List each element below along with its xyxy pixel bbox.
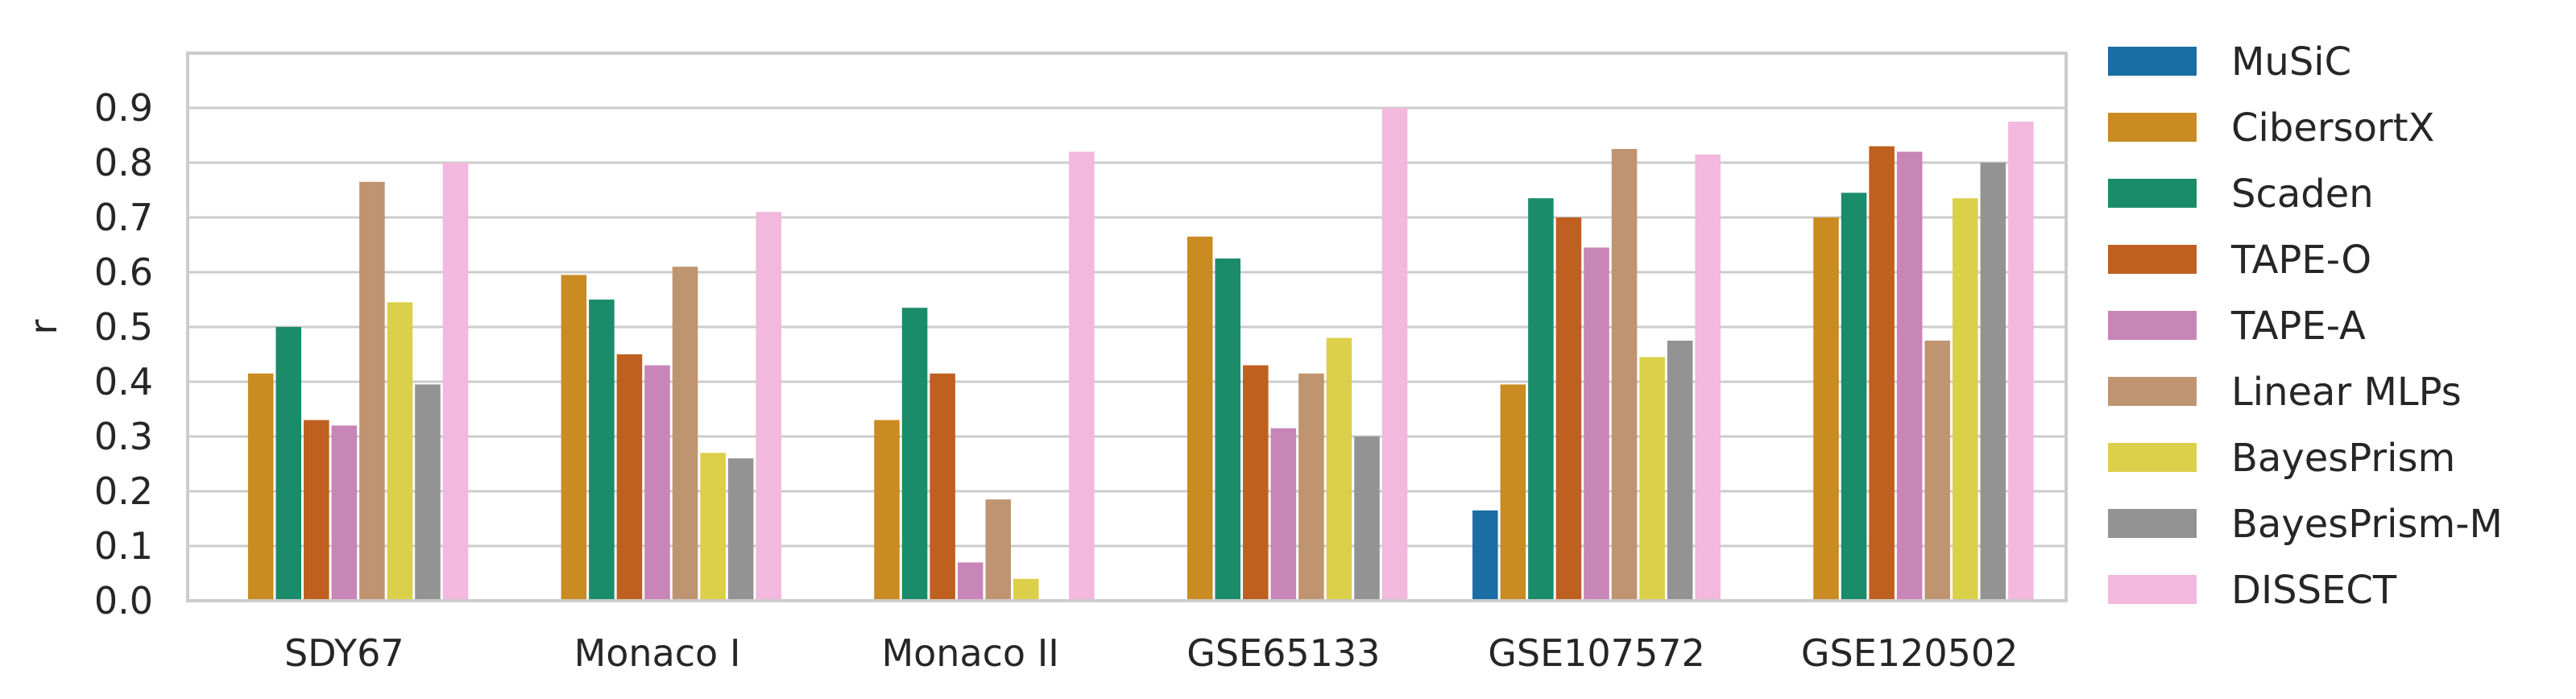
x-axis-ticks: SDY67 Monaco I Monaco II GSE65133 GSE107572 G… bbox=[284, 631, 2018, 675]
bar-cibersortx-gse107572 bbox=[1500, 384, 1526, 601]
bar-dissect-gse120502 bbox=[2008, 122, 2034, 601]
y-tick-label: 0.0 bbox=[94, 579, 153, 622]
y-tick-label: 0.2 bbox=[94, 469, 153, 513]
y-tick-label: 0.1 bbox=[94, 524, 153, 568]
legend-label: DISSECT bbox=[2231, 568, 2397, 613]
bar-scaden-monaco-ii bbox=[901, 308, 928, 601]
y-tick-label: 0.4 bbox=[94, 360, 153, 403]
legend-label: BayesPrism bbox=[2231, 436, 2455, 481]
bar-scaden-gse107572 bbox=[1528, 198, 1554, 601]
legend: MuSiC CibersortX Scaden TAPE-O TAPE-A Linear … bbox=[2108, 39, 2503, 613]
bar-bayesprism-gse65133 bbox=[1326, 337, 1352, 601]
legend-swatch bbox=[2108, 179, 2197, 208]
bar-dissect-monaco-i bbox=[756, 212, 781, 601]
bars bbox=[247, 108, 2034, 602]
legend-label: BayesPrism-M bbox=[2231, 502, 2503, 547]
bar-tape-o-gse65133 bbox=[1243, 365, 1269, 601]
bar-bayesprism-m-gse107572 bbox=[1667, 341, 1693, 601]
legend-swatch bbox=[2108, 575, 2197, 604]
bar-linear-mlps-gse107572 bbox=[1611, 149, 1638, 601]
x-tick-label: SDY67 bbox=[284, 631, 404, 675]
bar-linear-mlps-monaco-ii bbox=[985, 499, 1011, 601]
bar-cibersortx-gse120502 bbox=[1813, 217, 1839, 601]
bar-linear-mlps-gse120502 bbox=[1924, 341, 1950, 601]
y-tick-label: 0.5 bbox=[94, 305, 153, 349]
bar-dissect-gse107572 bbox=[1695, 154, 1721, 602]
bar-tape-a-monaco-ii bbox=[957, 562, 984, 601]
legend-swatch bbox=[2108, 377, 2197, 406]
bar-bayesprism-m-sdy67 bbox=[415, 384, 441, 601]
bar-tape-a-gse65133 bbox=[1270, 428, 1297, 601]
bar-tape-o-monaco-i bbox=[616, 354, 643, 601]
bar-bayesprism-monaco-ii bbox=[1013, 578, 1039, 601]
bar-scaden-gse65133 bbox=[1215, 259, 1241, 601]
bar-dissect-gse65133 bbox=[1381, 108, 1408, 601]
bar-scaden-gse120502 bbox=[1841, 192, 1867, 601]
x-tick-label: Monaco II bbox=[881, 631, 1058, 675]
legend-swatch bbox=[2108, 509, 2197, 538]
gridlines bbox=[188, 106, 2066, 548]
legend-label: TAPE-O bbox=[2230, 238, 2371, 283]
bar-scaden-monaco-i bbox=[589, 300, 615, 601]
bar-linear-mlps-sdy67 bbox=[359, 181, 385, 602]
bar-music-gse107572 bbox=[1472, 510, 1498, 601]
bar-dissect-monaco-ii bbox=[1069, 151, 1095, 601]
bar-scaden-sdy67 bbox=[275, 327, 302, 601]
y-axis-ticks: 0.0 0.1 0.2 0.3 0.4 0.5 0.6 0.7 0.8 0.9 bbox=[94, 86, 153, 622]
y-axis-label: r bbox=[22, 319, 65, 334]
x-tick-label: GSE120502 bbox=[1801, 631, 2019, 675]
bar-cibersortx-monaco-ii bbox=[874, 420, 900, 601]
bar-linear-mlps-monaco-i bbox=[672, 267, 698, 601]
x-tick-label: Monaco I bbox=[574, 631, 741, 675]
legend-swatch bbox=[2108, 443, 2197, 472]
legend-label: Scaden bbox=[2231, 172, 2374, 217]
y-tick-label: 0.9 bbox=[94, 86, 153, 130]
bar-tape-a-gse120502 bbox=[1896, 151, 1923, 601]
legend-swatch bbox=[2108, 47, 2197, 76]
legend-label: CibersortX bbox=[2231, 105, 2434, 151]
bar-dissect-sdy67 bbox=[442, 163, 469, 601]
x-tick-label: GSE65133 bbox=[1187, 631, 1380, 675]
bar-cibersortx-sdy67 bbox=[247, 373, 274, 601]
bar-cibersortx-gse65133 bbox=[1187, 236, 1213, 601]
bar-tape-a-gse107572 bbox=[1584, 247, 1609, 601]
bar-tape-o-gse120502 bbox=[1869, 146, 1895, 602]
bar-bayesprism-m-monaco-i bbox=[727, 458, 754, 601]
legend-label: Linear MLPs bbox=[2231, 370, 2462, 415]
y-tick-label: 0.8 bbox=[94, 141, 153, 184]
legend-label: MuSiC bbox=[2231, 39, 2351, 85]
bar-tape-o-gse107572 bbox=[1555, 217, 1582, 601]
bar-bayesprism-monaco-i bbox=[700, 453, 726, 601]
legend-swatch bbox=[2108, 311, 2197, 340]
y-tick-label: 0.7 bbox=[94, 196, 153, 239]
bar-linear-mlps-gse65133 bbox=[1298, 373, 1324, 601]
y-tick-label: 0.6 bbox=[94, 250, 153, 294]
bar-tape-a-monaco-i bbox=[644, 365, 670, 601]
bar-bayesprism-gse120502 bbox=[1952, 198, 1978, 601]
bar-tape-o-monaco-ii bbox=[930, 373, 955, 601]
bar-bayesprism-m-gse65133 bbox=[1354, 436, 1380, 601]
bar-bayesprism-sdy67 bbox=[387, 302, 413, 601]
legend-label: TAPE-A bbox=[2230, 304, 2366, 349]
bar-cibersortx-monaco-i bbox=[561, 275, 587, 601]
y-tick-label: 0.3 bbox=[94, 415, 153, 458]
bar-tape-o-sdy67 bbox=[304, 420, 329, 601]
legend-swatch bbox=[2108, 113, 2197, 142]
plot-frame bbox=[186, 52, 2068, 602]
x-tick-label: GSE107572 bbox=[1488, 631, 1705, 675]
bar-bayesprism-gse107572 bbox=[1639, 357, 1665, 601]
bar-tape-a-sdy67 bbox=[331, 425, 358, 601]
bar-bayesprism-m-gse120502 bbox=[1980, 163, 2007, 601]
legend-swatch bbox=[2108, 245, 2197, 274]
